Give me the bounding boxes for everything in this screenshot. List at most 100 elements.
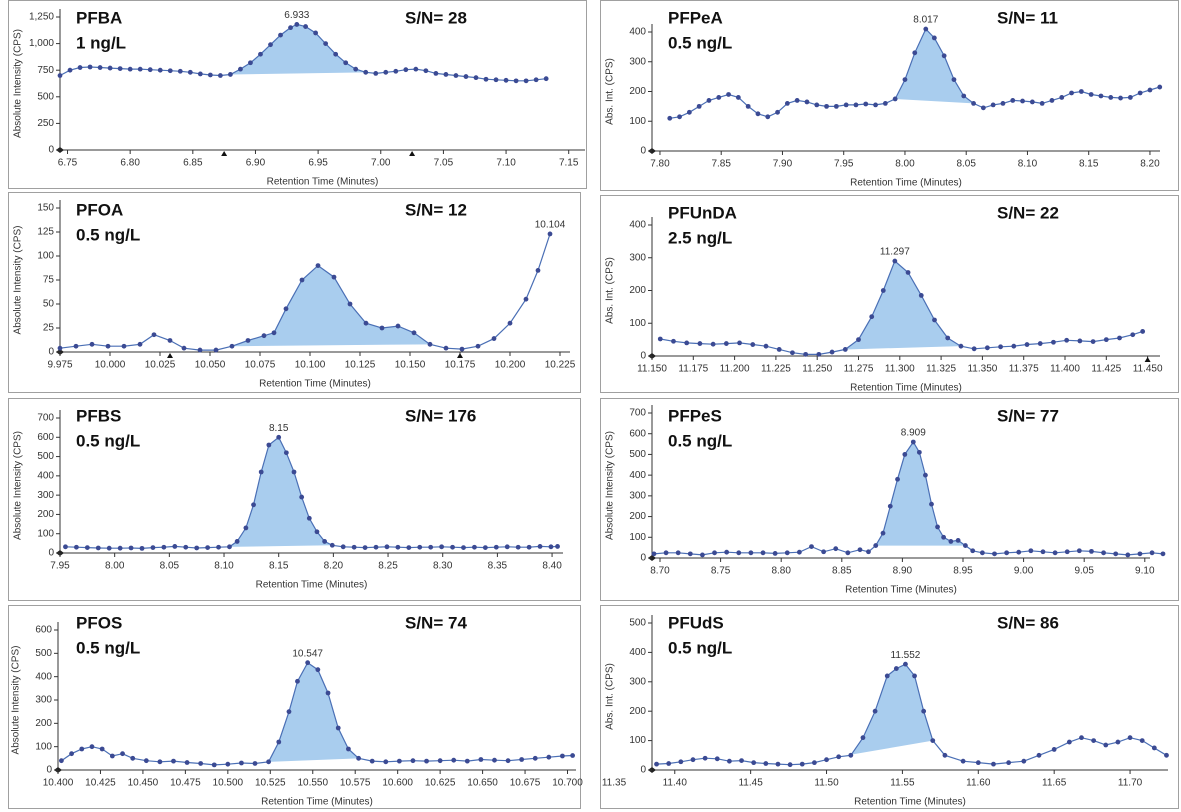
data-point (696, 103, 702, 109)
data-point (276, 434, 282, 440)
panel-border (8, 605, 581, 809)
compound-name: PFPeA (668, 8, 723, 27)
data-point (961, 93, 967, 99)
data-point (207, 72, 213, 78)
data-point (548, 544, 554, 550)
data-point (106, 545, 112, 551)
data-point (161, 544, 167, 550)
data-point (105, 343, 111, 349)
data-point (842, 347, 848, 352)
data-point (58, 758, 64, 764)
data-point (1039, 101, 1045, 106)
data-point (1006, 760, 1012, 766)
x-tick-label: 8.00 (895, 159, 915, 170)
data-point (451, 757, 457, 763)
y-tick-label: 250 (37, 118, 54, 129)
x-tick-label: 11.60 (966, 778, 991, 789)
x-tick-label: 10.575 (340, 778, 371, 789)
data-point (211, 762, 217, 768)
data-point (955, 537, 961, 543)
x-axis-label: Retention Time (Minutes) (850, 383, 962, 394)
x-tick-label: 8.95 (953, 566, 973, 577)
data-point (483, 76, 489, 82)
data-point (1101, 550, 1106, 556)
data-point (735, 95, 741, 100)
compound-name: PFUdS (668, 613, 724, 632)
data-point (1051, 747, 1057, 752)
data-point (992, 551, 997, 557)
x-tick-label: 7.15 (559, 158, 579, 169)
data-point (657, 336, 663, 342)
y-tick-label: 600 (35, 625, 52, 636)
data-point (507, 320, 513, 326)
panel-border (600, 398, 1179, 601)
data-point (555, 544, 560, 549)
data-point (918, 293, 924, 298)
data-point (706, 98, 712, 103)
data-point (651, 551, 657, 557)
data-point (217, 73, 223, 78)
x-tick-label: 9.05 (1074, 566, 1094, 577)
data-point (970, 548, 976, 554)
data-point (99, 746, 105, 752)
signal-to-noise: S/N= 74 (405, 613, 467, 632)
data-point (347, 301, 353, 307)
data-point (960, 758, 966, 764)
data-point (739, 758, 744, 763)
x-tick-label: 10.525 (255, 778, 286, 789)
x-tick-label: 11.400 (1050, 364, 1080, 375)
data-point (824, 103, 829, 109)
y-tick-label: 400 (37, 470, 54, 481)
peak-area (268, 662, 359, 762)
x-tick-label: 10.550 (297, 778, 328, 789)
x-tick-label: 11.225 (761, 364, 791, 375)
concentration: 0.5 ng/L (76, 225, 140, 244)
panel-border (8, 398, 581, 601)
x-tick-label: 10.225 (545, 360, 576, 371)
data-point (1118, 95, 1123, 101)
data-point (860, 735, 866, 741)
y-tick-label: 200 (629, 706, 646, 717)
data-point (283, 450, 289, 456)
data-point (945, 335, 951, 341)
x-tick-label: 11.65 (1042, 778, 1067, 789)
integration-marker (221, 151, 228, 156)
data-point (1079, 735, 1084, 741)
data-point (948, 539, 954, 544)
data-point (951, 77, 957, 82)
data-point (127, 66, 133, 72)
x-tick-label: 11.250 (802, 364, 832, 375)
data-point (205, 545, 211, 550)
data-point (351, 544, 357, 550)
data-point (492, 757, 497, 763)
y-tick-label: 0 (46, 765, 52, 776)
peak-area (838, 664, 933, 757)
data-point (984, 345, 990, 351)
data-point (1089, 548, 1094, 554)
data-point (532, 755, 538, 761)
data-point (261, 333, 267, 339)
data-point (799, 761, 805, 767)
data-point (751, 760, 757, 766)
data-point (1069, 90, 1074, 96)
data-point (1091, 738, 1097, 743)
data-point (543, 76, 549, 82)
peak-area (232, 265, 430, 347)
data-point (340, 544, 346, 550)
panel: 0 100 200 300 400 500 600 10.400 10.425 10.450 10.… (8, 605, 583, 809)
data-point (1077, 338, 1083, 344)
data-point (493, 77, 499, 83)
x-tick-label: 11.350 (967, 364, 997, 375)
data-point (245, 338, 251, 343)
y-tick-label: 300 (629, 676, 646, 687)
y-axis-label: Abs. Int. (CPS) (605, 663, 616, 730)
data-point (1147, 87, 1153, 93)
data-point (234, 539, 240, 544)
concentration: 0.5 ng/L (668, 33, 732, 52)
data-point (892, 258, 898, 264)
x-tick-label: 11.150 (637, 364, 667, 375)
compound-name: PFOA (76, 200, 123, 219)
data-point (243, 525, 249, 531)
data-point (697, 341, 703, 346)
panel-border (8, 0, 587, 189)
